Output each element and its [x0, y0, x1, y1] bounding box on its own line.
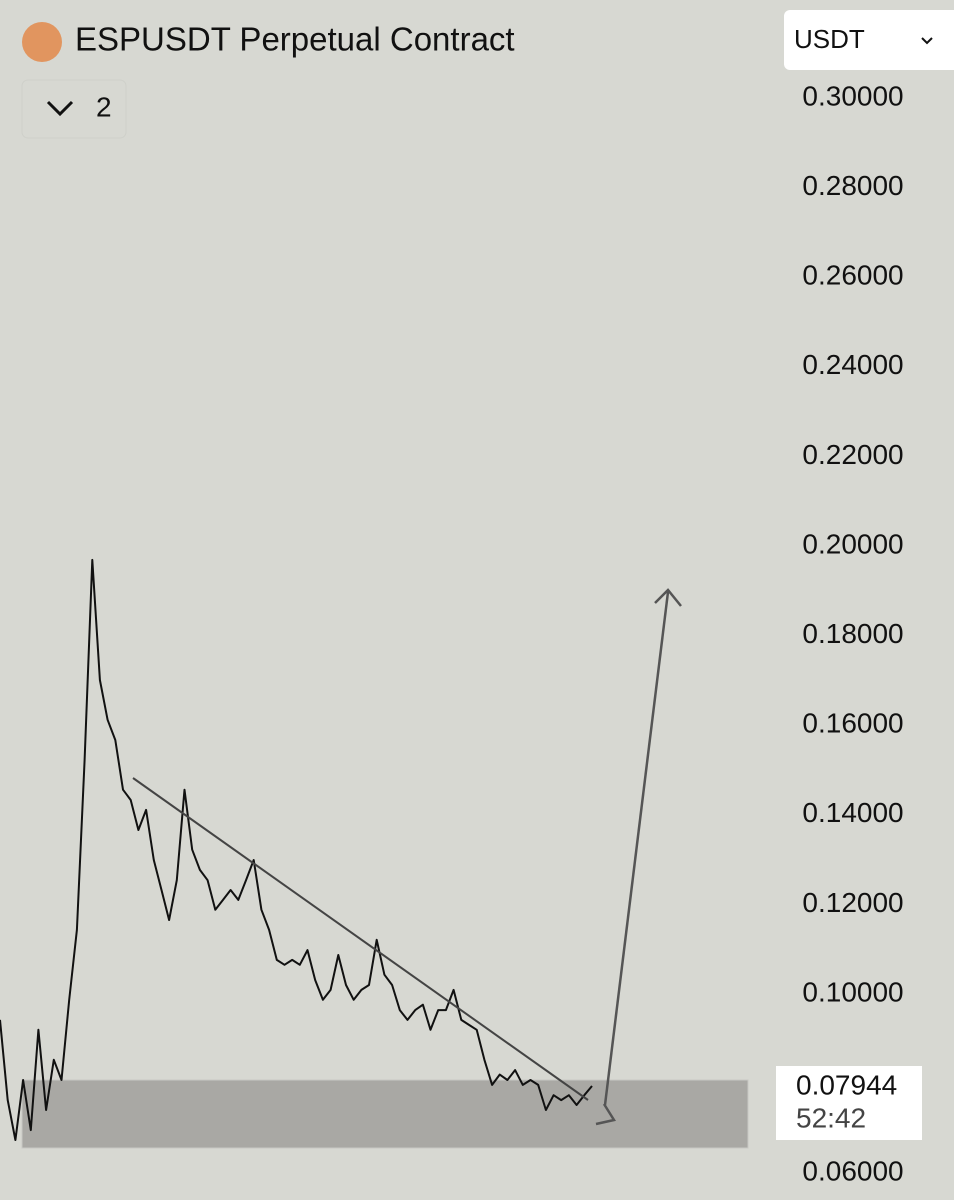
currency-select[interactable]: [784, 10, 954, 70]
y-tick-label: 0.26000: [802, 260, 903, 291]
indicator-count: 2: [96, 91, 112, 122]
indicator-toggle[interactable]: [21, 79, 127, 139]
countdown: 52:42: [796, 1102, 866, 1133]
y-tick-label: 0.28000: [802, 170, 903, 201]
y-tick-label: 0.16000: [802, 708, 903, 739]
y-tick-label: 0.30000: [802, 80, 903, 111]
projection-arrow: [595, 588, 682, 1126]
coin-logo: [22, 22, 62, 62]
chevron-icon: [46, 100, 74, 117]
y-tick-label: 0.10000: [802, 976, 903, 1007]
y-tick-label: 0.18000: [802, 618, 903, 649]
y-tick-label: 0.12000: [802, 887, 903, 918]
trend-line: [132, 777, 589, 1101]
y-tick-label: 0.20000: [802, 528, 903, 559]
currency-label: USDT: [794, 24, 865, 54]
chart-title: ESPUSDT Perpetual Contract: [75, 21, 515, 58]
support-zone: [21, 1079, 749, 1149]
y-tick-label: 0.14000: [802, 797, 903, 828]
select-caret: [921, 37, 933, 45]
price-label-box: [776, 1066, 922, 1140]
price-line: [0, 558, 593, 1141]
current-price: 0.07944: [796, 1069, 897, 1100]
y-tick-label: 0.24000: [802, 349, 903, 380]
y-tick-label: 0.22000: [802, 439, 903, 470]
y-tick-label: 0.06000: [802, 1156, 903, 1187]
